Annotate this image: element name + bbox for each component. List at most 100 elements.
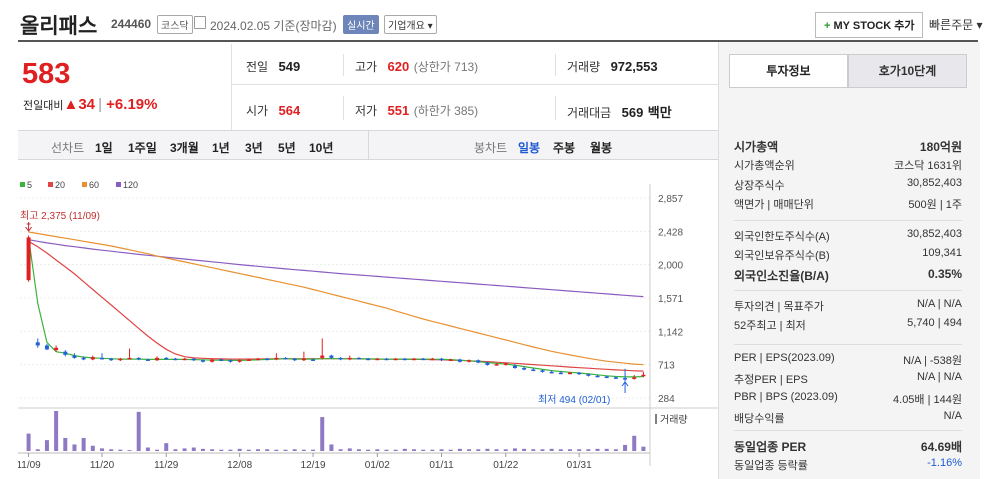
period-3m[interactable]: 3개월 [170,141,199,155]
change-value: 34 [78,96,96,113]
volume-bar [595,448,600,451]
x-tick-label: 01/11 [429,460,454,471]
candle-body [476,360,481,363]
tab-investment-info[interactable]: 투자정보 [729,54,848,88]
company-info-label: 기업개요 [388,21,425,32]
candle-body [430,358,435,361]
info-group-divider [734,220,962,221]
period-1d[interactable]: 1일 [95,141,113,155]
volume-bar [393,449,398,451]
info-panel: 투자정보 호가10단계 시가총액 180억원 시가총액순위 코스닥 1631위 상장주식… [718,42,980,479]
volume-bar [632,435,637,451]
mystock-add-button[interactable]: + MY STOCK 추가 [815,12,924,38]
realtime-button[interactable]: 실시간 [343,15,379,34]
line-chart-label: 선차트 [51,141,85,155]
candle-body [173,358,178,361]
summary-low: 저가 551 (하한가 385) [355,102,478,120]
info-label: 투자의견 | 목표주가 [734,301,824,313]
y-tick-label: 2,857 [658,194,683,205]
info-value: 500원 | 1주 [908,199,962,212]
y-tick-label: 1,571 [658,294,683,305]
x-tick-label: 01/22 [493,460,518,471]
info-value: 109,341 [922,247,962,260]
info-row: 추정PER | EPS N/A | N/A [734,371,962,387]
candle-body [182,358,187,361]
candle-body [329,355,334,358]
divider [231,44,232,130]
candle-body [485,362,490,365]
candle-daily[interactable]: 일봉 [518,141,541,155]
header-divider [18,40,978,42]
volume-bar [311,449,316,451]
candle-body [402,358,407,361]
candle-monthly[interactable]: 월봉 [590,141,613,155]
volume-bar [182,448,187,451]
candle-body [623,378,628,380]
info-row: 외국인보유주식수(B) 109,341 [734,247,962,263]
candle-body [90,357,95,360]
period-10y[interactable]: 10년 [309,141,334,155]
volume-bar [219,449,224,451]
info-value: N/A | -538원 [903,355,962,367]
candle-body [448,359,453,361]
volume-label: 거래량 [660,414,688,426]
summary-value: 551 [387,103,410,118]
company-info-dropdown[interactable]: 기업개요 ▾ [384,15,437,34]
base-date: 2024.02.05 기준(장마감) [210,19,337,33]
volume-bar [586,449,591,451]
candle-body [54,347,59,351]
volume-bar [512,448,517,451]
candle-body [219,359,224,361]
candle-body [512,365,517,368]
volume-bar [320,417,325,451]
summary-sub: (하한가 385) [413,104,479,118]
info-label: 배당수익률 [734,413,785,426]
candle-body [191,358,196,361]
period-3y[interactable]: 3년 [245,141,263,155]
candle-body [613,377,618,379]
candle-body [301,358,306,361]
volume-bar [558,449,563,451]
candle-body [100,357,104,360]
info-label: 시가총액순위 [734,160,795,173]
stock-code: 244460 [111,17,152,31]
volume-bar [439,449,444,451]
volume-bar [347,448,352,451]
legend-swatch [20,182,25,187]
price-chart[interactable]: 2,857 2,428 2,000 1,571 1,142 713 284 5 20 60 120 최… [18,176,718,479]
summary-high: 고가 620 (상한가 713) [355,58,478,76]
summary-label: 시가 [246,104,269,118]
volume-bar [191,447,196,451]
volume-bar [384,449,389,451]
info-value: 30,852,403 [906,228,962,240]
candle-body [256,358,260,361]
volume-bar [237,448,242,451]
tab-orderbook[interactable]: 호가10단계 [848,54,967,88]
legend-label: 5 [27,180,32,190]
summary-label: 거래량 [567,60,601,74]
candle-weekly[interactable]: 주봉 [553,141,576,155]
x-tick-label: 11/09 [18,460,41,471]
volume-bar [54,411,59,451]
chevron-down-icon: ▾ [427,21,433,32]
candle-chart-label: 봉차트 [474,141,508,155]
summary-label: 저가 [355,104,378,118]
change-label: 전일대비 [23,100,64,112]
summary-value: 620 [387,59,410,74]
legend-swatch [116,182,121,187]
volume-bar [200,448,205,451]
period-5y[interactable]: 5년 [278,141,296,155]
volume-bar [44,440,49,451]
info-row: 액면가 | 매매단위 500원 | 1주 [734,196,962,212]
info-row: PBR | BPS (2023.09) 4.05배 | 144원 [734,391,962,407]
legend-swatch [82,182,87,187]
volume-bar [63,437,68,451]
period-1y[interactable]: 1년 [212,141,230,155]
volume-bar [292,449,297,451]
legend-label: 20 [55,180,65,190]
candle-body [457,359,462,362]
info-value: 5,740 | 494 [907,317,962,330]
period-1w[interactable]: 1주일 [128,141,157,155]
quick-order-button[interactable]: 빠른주문 ▾ [929,16,983,33]
candle-body [265,358,270,361]
